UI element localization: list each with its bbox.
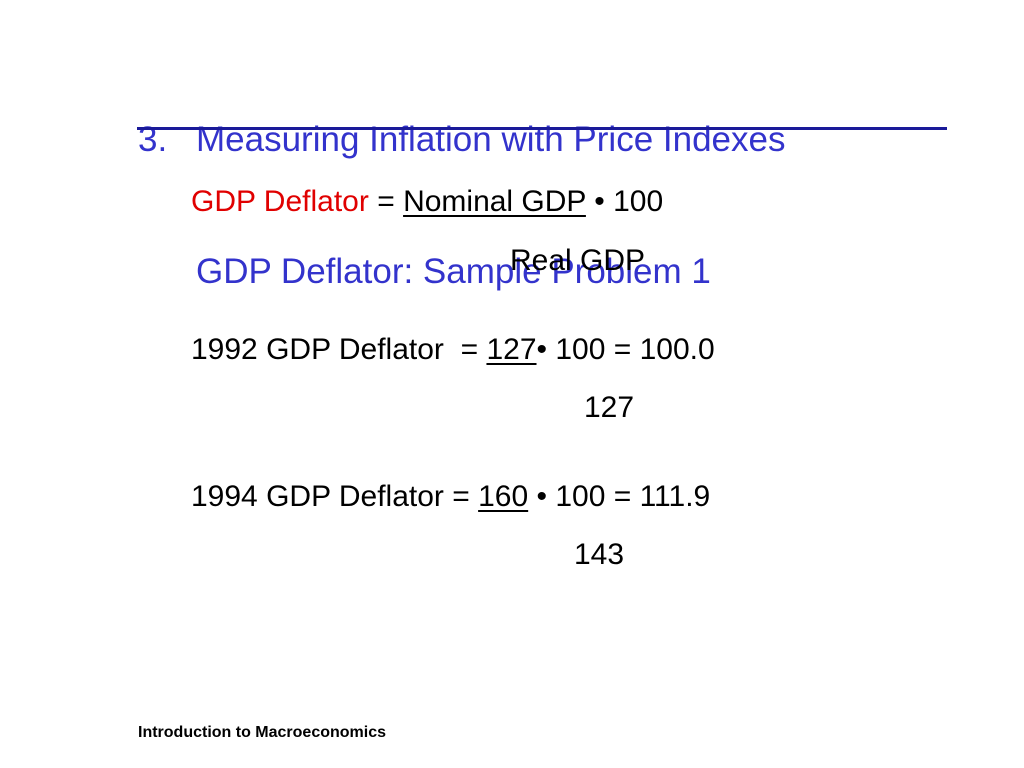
title-line-1: 3. Measuring Inflation with Price Indexes — [138, 118, 785, 162]
formula-numerator: Nominal GDP — [403, 185, 586, 218]
title-number: 3. — [138, 120, 168, 159]
example-1994-label: 1994 GDP Deflator = — [191, 480, 479, 513]
formula-equals: = — [368, 185, 404, 218]
example-1994-denominator: 143 — [574, 538, 625, 571]
slide-title: 3. Measuring Inflation with Price Indexes… — [138, 30, 785, 338]
example-1992-denominator: 127 — [584, 391, 635, 424]
formula-row: GDP Deflator = Nominal GDP • 100 — [191, 184, 663, 220]
example-1992-result: • 100 = 100.0 — [536, 333, 715, 366]
slide-footer: Introduction to Macroeconomics — [138, 724, 387, 741]
title-line-2: GDP Deflator: Sample Problem 1 — [138, 250, 785, 294]
title-divider — [137, 127, 947, 130]
example-1992-label: 1992 GDP Deflator = — [191, 333, 487, 366]
example-1992-numerator: 127 — [486, 333, 537, 366]
formula-times: • 100 — [585, 185, 664, 218]
formula-label: GDP Deflator — [191, 185, 369, 218]
example-1994-numerator: 160 — [478, 480, 529, 513]
formula-denominator: Real GDP — [510, 244, 646, 277]
example-1992-row: 1992 GDP Deflator = 127• 100 = 100.0 — [191, 332, 715, 368]
title-subtitle: GDP Deflator: Sample Problem 1 — [196, 252, 711, 291]
example-1994-row: 1994 GDP Deflator = 160 • 100 = 111.9 — [191, 479, 710, 515]
title-main: Measuring Inflation with Price Indexes — [196, 120, 786, 159]
example-1994-result: • 100 = 111.9 — [528, 480, 711, 513]
